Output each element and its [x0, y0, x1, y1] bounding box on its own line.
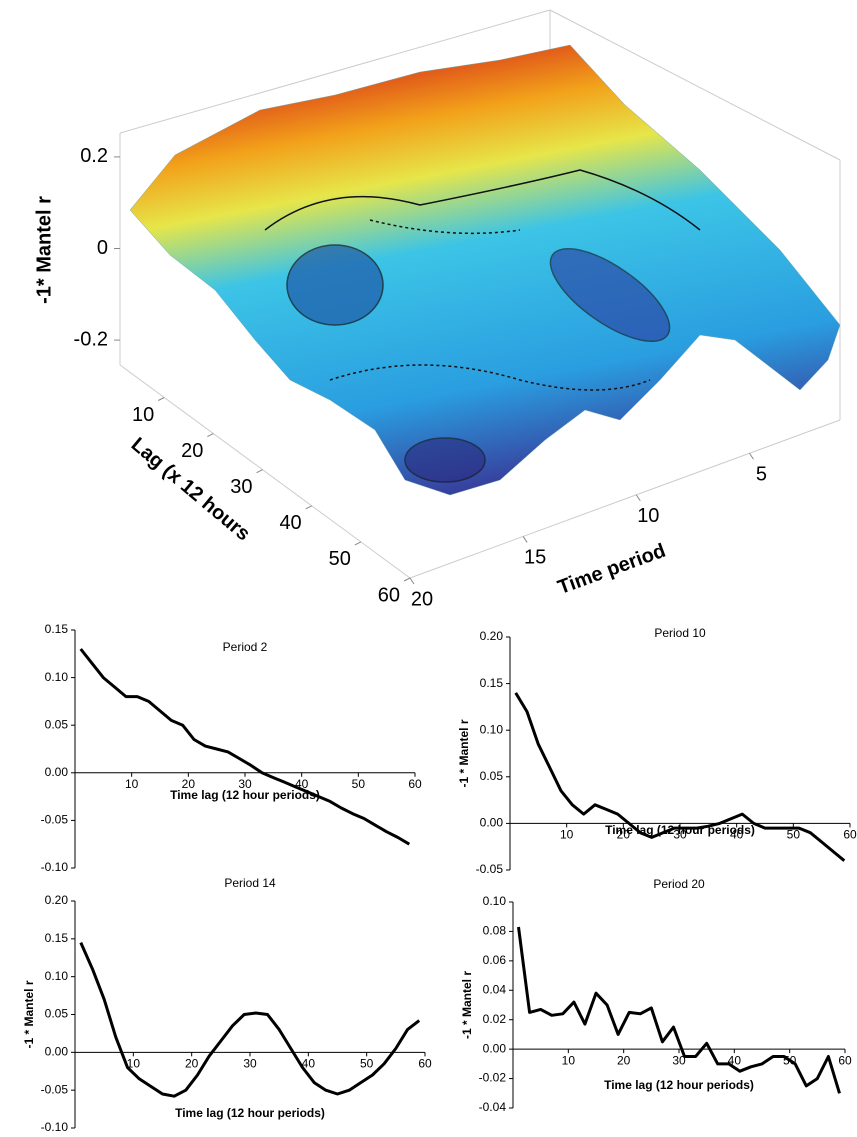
y-tick-label: -0.04 — [479, 1100, 507, 1114]
data-line — [79, 648, 411, 846]
y-tick-label: 0.15 — [45, 931, 69, 945]
chart-title: Period 10 — [654, 626, 706, 640]
lag-tick — [158, 397, 165, 401]
x-tick-label: 60 — [408, 777, 422, 791]
y-tick-label: 0.20 — [480, 629, 504, 643]
x-tick-label: 60 — [838, 1053, 852, 1067]
lag-tick — [256, 469, 263, 474]
time-tick — [635, 494, 641, 502]
x-tick-label: 20 — [182, 777, 196, 791]
y-tick-label: 0.20 — [45, 893, 69, 907]
x-tick-label: 40 — [302, 1057, 316, 1071]
z-tick-label: 0.2 — [80, 145, 108, 167]
x-tick-label: 20 — [617, 1053, 631, 1067]
y-tick-label: 0.00 — [483, 1041, 507, 1055]
time-tick-label: 5 — [756, 464, 767, 486]
x-tick-label: 10 — [562, 1053, 576, 1067]
lag-tick-label: 40 — [279, 512, 301, 534]
y-tick-label: 0.00 — [45, 765, 69, 779]
x-tick-label: 50 — [787, 828, 801, 842]
lag-tick — [207, 433, 214, 438]
lag-tick — [403, 577, 411, 582]
x-tick-label: 20 — [617, 828, 631, 842]
x-tick-label: 60 — [843, 828, 857, 842]
y-tick-label: 0.10 — [480, 722, 504, 736]
x-tick-label: 10 — [127, 1057, 141, 1071]
y-tick-label: 0.02 — [483, 1012, 507, 1026]
z-axis-title: -1* Mantel r — [33, 196, 55, 304]
surface-contours — [264, 169, 701, 483]
time-tick-label: 20 — [411, 588, 433, 610]
x-axis-title: Time lag (12 hour periods) — [175, 1106, 325, 1120]
y-tick-label: -0.10 — [41, 1120, 69, 1134]
y-tick-label: -0.05 — [41, 813, 69, 827]
z-tick-label: 0 — [97, 237, 108, 259]
lag-tick-label: 10 — [132, 404, 154, 426]
y-axis-title: -1 * Mantel r — [457, 719, 471, 787]
x-tick-label: 30 — [672, 1053, 686, 1067]
y-tick-label: 0.05 — [45, 717, 69, 731]
y-tick-label: 0.10 — [483, 894, 507, 908]
data-line — [517, 926, 841, 1094]
x-tick-label: 50 — [360, 1057, 374, 1071]
chart-title: Period 14 — [224, 876, 276, 890]
x-tick-label: 30 — [243, 1057, 257, 1071]
y-tick-label: 0.05 — [480, 769, 504, 783]
y-axis-title: -1 * Mantel r — [22, 980, 36, 1048]
y-tick-label: -0.05 — [41, 1082, 69, 1096]
y-tick-label: 0.04 — [483, 982, 507, 996]
time-tick-label: 10 — [637, 505, 659, 527]
lag-tick-label: 60 — [378, 584, 400, 606]
x-axis-title: Time lag (12 hour periods) — [170, 788, 320, 802]
lag-tick-label: 20 — [181, 440, 203, 462]
lag-tick-label: 30 — [230, 476, 252, 498]
x-tick-label: 40 — [730, 828, 744, 842]
y-tick-label: -0.02 — [479, 1071, 507, 1085]
data-line — [79, 941, 421, 1098]
y-axis-title: -1 * Mantel r — [460, 971, 474, 1039]
y-tick-label: -0.10 — [41, 860, 69, 874]
time-tick — [749, 452, 754, 460]
x-tick-label: 10 — [125, 777, 139, 791]
y-tick-label: 0.15 — [480, 676, 504, 690]
y-tick-label: 0.06 — [483, 953, 507, 967]
x-tick-label: 50 — [352, 777, 366, 791]
y-tick-label: 0.10 — [45, 969, 69, 983]
y-tick-label: 0.00 — [480, 816, 504, 830]
y-tick-label: 0.15 — [45, 622, 69, 636]
x-axis-title: Time lag (12 hour periods) — [605, 823, 755, 837]
data-line — [514, 692, 846, 862]
lag-tick-label: 50 — [329, 548, 351, 570]
y-tick-label: 0.05 — [45, 1007, 69, 1021]
time-tick — [409, 577, 415, 585]
lag-tick — [354, 541, 362, 546]
chart-title: Period 20 — [653, 877, 705, 891]
y-tick-label: 0.10 — [45, 670, 69, 684]
x-tick-label: 60 — [418, 1057, 432, 1071]
x-tick-label: 30 — [238, 777, 252, 791]
chart-title: Period 2 — [223, 640, 268, 654]
x-tick-label: 30 — [673, 828, 687, 842]
x-tick-label: 10 — [560, 828, 574, 842]
x-tick-label: 20 — [185, 1057, 199, 1071]
time-tick — [522, 536, 528, 543]
time-tick-label: 15 — [524, 547, 546, 569]
y-tick-label: 0.08 — [483, 924, 507, 938]
x-axis-title: Time lag (12 hour periods) — [604, 1078, 754, 1092]
time-axis-title: Time period — [555, 540, 669, 599]
lag-tick — [305, 505, 312, 510]
z-tick-label: -0.2 — [74, 328, 108, 350]
y-tick-label: -0.05 — [476, 862, 504, 876]
surface — [129, 44, 841, 496]
y-tick-label: 0.00 — [45, 1045, 69, 1059]
